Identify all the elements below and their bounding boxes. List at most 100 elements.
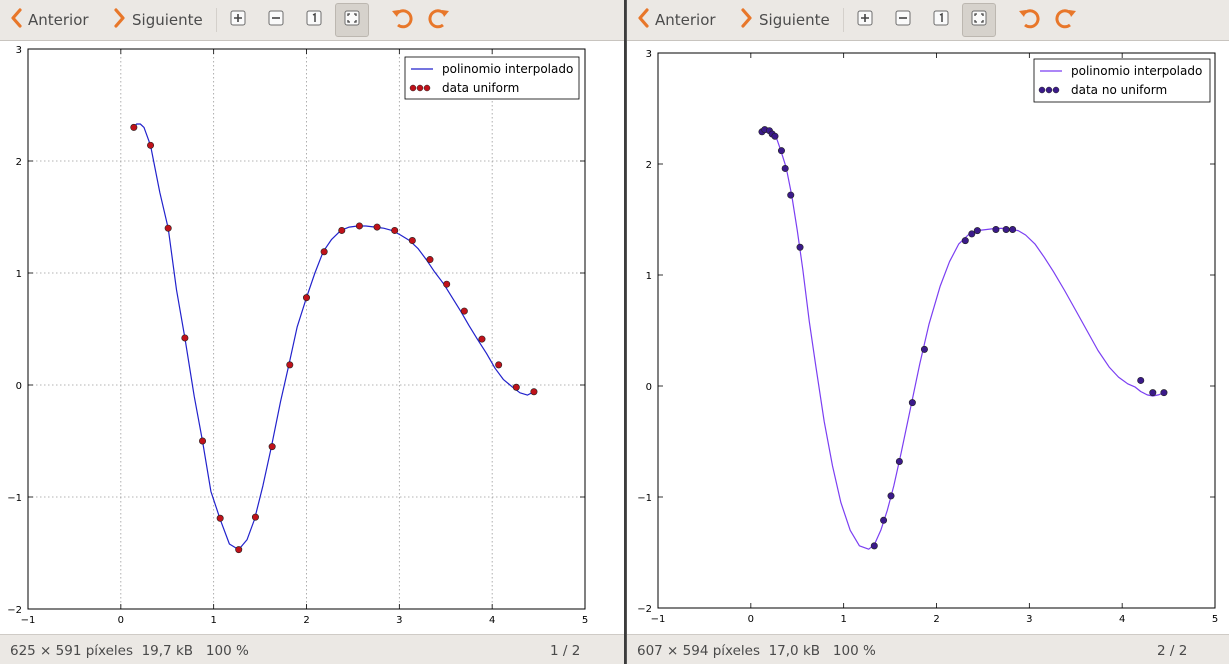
data-point [164, 224, 172, 232]
data-point [268, 443, 276, 451]
toolbar: Anterior Siguiente [627, 0, 1229, 41]
legend-entry-label: data no uniform [1071, 83, 1167, 97]
chevron-right-icon [114, 8, 126, 32]
toolbar: Anterior Siguiente [0, 0, 624, 41]
y-tick-label: 3 [16, 45, 22, 56]
data-point [478, 335, 486, 343]
x-tick-label: −1 [651, 614, 666, 625]
x-tick-label: 1 [210, 615, 216, 626]
rotate-right-button[interactable] [1054, 8, 1078, 32]
data-point [320, 248, 328, 256]
y-tick-label: 0 [646, 382, 652, 393]
data-point [147, 141, 155, 149]
data-point [302, 294, 310, 302]
best-fit-icon [343, 9, 361, 31]
image-canvas: −1 0 1 2 3 4 5 −2 −1 0 1 2 3 polinomio interpolado dat… [627, 41, 1229, 633]
chevron-right-icon [741, 8, 753, 32]
data-point [199, 437, 207, 445]
axes-frame [657, 52, 1216, 609]
data-point [1149, 389, 1157, 397]
legend-marker-swatch [423, 84, 431, 92]
next-label: Siguiente [132, 11, 203, 29]
window-divider [624, 0, 626, 664]
data-point [286, 361, 294, 369]
data-point [426, 256, 434, 264]
viewer-window-right: Anterior Siguiente [626, 0, 1229, 664]
data-point [495, 361, 503, 369]
data-point [391, 226, 399, 234]
data-point [781, 164, 789, 172]
image-canvas: −1 0 1 2 3 4 5 −2 −1 0 1 2 3 polinomio interpolado dat… [0, 41, 624, 633]
toolbar-separator [843, 8, 844, 32]
rotate-left-icon [1017, 6, 1041, 34]
zoom-out-button[interactable] [264, 8, 288, 32]
zoom-in-icon [229, 9, 247, 31]
previous-label: Anterior [28, 11, 89, 29]
y-tick-label: −2 [637, 604, 652, 615]
legend-marker-swatch [416, 84, 424, 92]
legend-marker-swatch [1038, 86, 1046, 94]
viewer-window-left: Anterior Siguiente [0, 0, 625, 664]
zoom-out-button[interactable] [891, 8, 915, 32]
legend-marker-swatch [1052, 86, 1060, 94]
rotate-left-button[interactable] [390, 8, 414, 32]
x-tick-label: 4 [489, 615, 495, 626]
zoom-original-icon [305, 9, 323, 31]
previous-button[interactable]: Anterior [10, 6, 89, 34]
x-tick-label: 2 [303, 615, 309, 626]
chevron-left-icon [637, 8, 649, 32]
data-point [1160, 389, 1168, 397]
y-tick-label: −2 [7, 605, 22, 616]
rotate-right-button[interactable] [427, 8, 451, 32]
data-point [1009, 225, 1017, 233]
y-tick-label: −1 [637, 493, 652, 504]
data-point [251, 513, 259, 521]
legend-box [1033, 58, 1211, 103]
zoom-in-button[interactable] [853, 8, 877, 32]
data-point [908, 399, 916, 407]
data-point [338, 226, 346, 234]
x-tick-label: 3 [1026, 614, 1032, 625]
data-point [973, 227, 981, 235]
data-point [130, 123, 138, 131]
data-point [216, 514, 224, 522]
y-tick-label: 0 [16, 381, 22, 392]
y-tick-label: −1 [7, 493, 22, 504]
best-fit-button[interactable] [962, 3, 996, 37]
data-point [1002, 225, 1010, 233]
data-point [771, 132, 779, 140]
x-tick-label: −1 [21, 615, 36, 626]
zoom-in-button[interactable] [226, 8, 250, 32]
data-point [880, 516, 888, 524]
best-fit-button[interactable] [335, 3, 369, 37]
data-point [920, 345, 928, 353]
zoom-in-icon [856, 9, 874, 31]
data-point [968, 230, 976, 238]
legend-marker-swatch [409, 84, 417, 92]
data-point [373, 223, 381, 231]
zoom-original-icon [932, 9, 950, 31]
zoom-original-button[interactable] [302, 8, 326, 32]
x-tick-label: 2 [933, 614, 939, 625]
data-point [460, 307, 468, 315]
y-tick-label: 2 [16, 157, 22, 168]
data-point [992, 225, 1000, 233]
previous-button[interactable]: Anterior [637, 6, 716, 34]
status-bar: 625 × 591 píxeles 19,7 kB 100 % 1 / 2 [0, 634, 624, 664]
series-line [761, 129, 1165, 550]
legend-box [404, 56, 580, 100]
rotate-left-button[interactable] [1017, 8, 1041, 32]
image-info: 607 × 594 píxeles 17,0 kB 100 % [637, 643, 876, 659]
legend-entry-label: data uniform [442, 81, 519, 95]
next-button[interactable]: Siguiente [114, 6, 203, 34]
status-bar: 607 × 594 píxeles 17,0 kB 100 % 2 / 2 [627, 634, 1229, 664]
next-button[interactable]: Siguiente [741, 6, 830, 34]
zoom-original-button[interactable] [929, 8, 953, 32]
data-point [777, 147, 785, 155]
toolbar-separator [216, 8, 217, 32]
page-indicator: 1 / 2 [550, 643, 581, 659]
page-indicator: 2 / 2 [1157, 643, 1188, 659]
series-line [133, 123, 535, 551]
data-point [961, 237, 969, 245]
